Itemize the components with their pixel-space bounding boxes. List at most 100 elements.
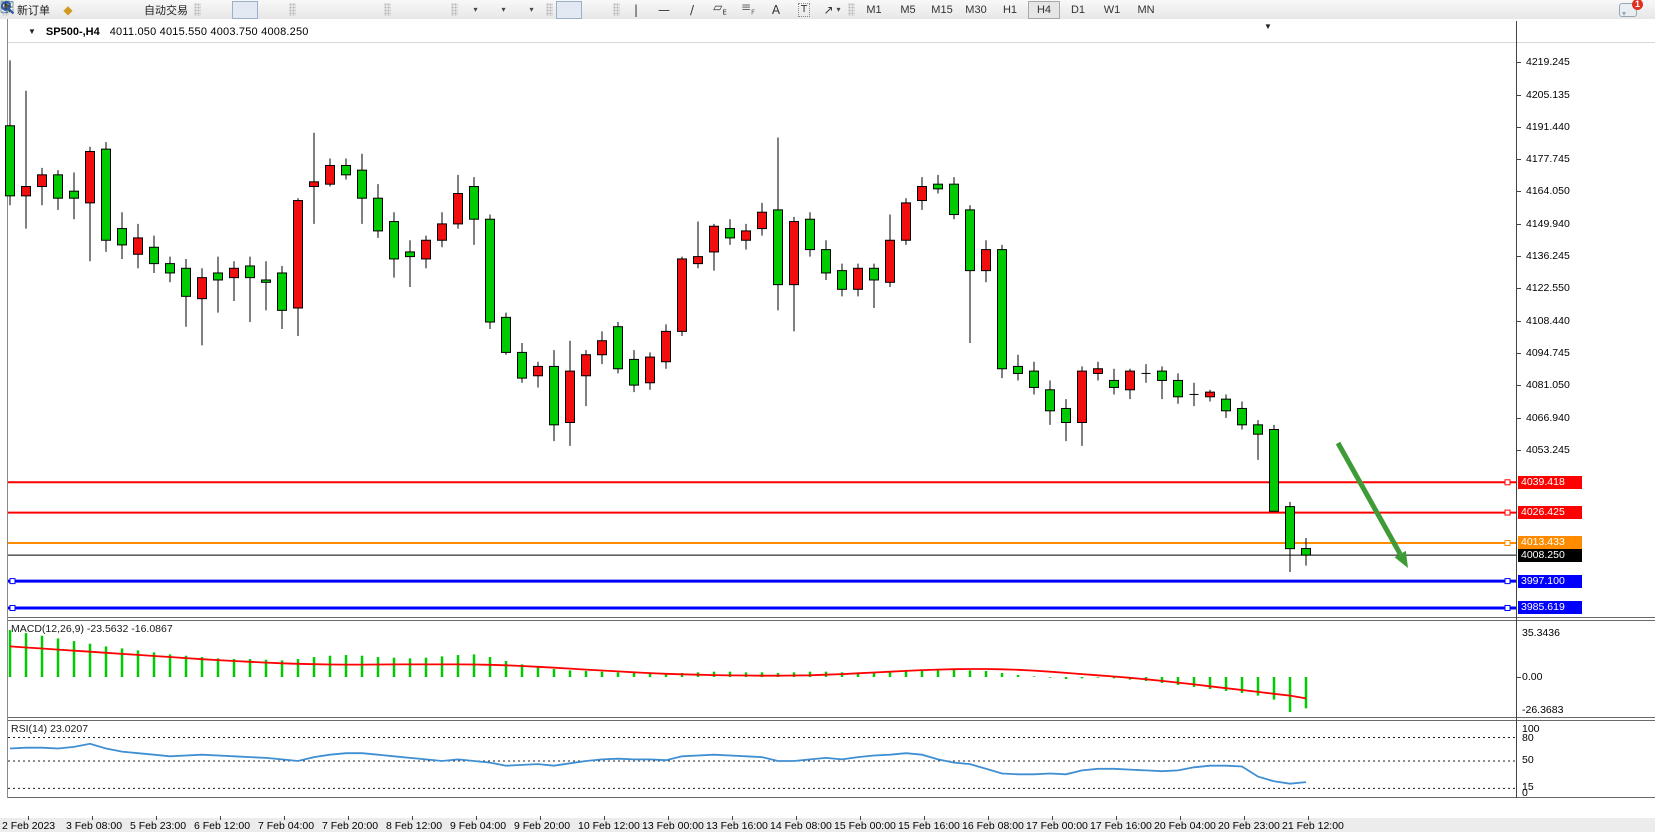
channel-icon: ▱E bbox=[713, 0, 727, 17]
time-axis-tick bbox=[28, 816, 29, 820]
new-order-button-label: 新订单 bbox=[17, 4, 50, 17]
arrows-button[interactable]: ↗ ▾ bbox=[819, 1, 845, 19]
templates-button[interactable]: ▾ bbox=[0, 1, 543, 19]
chevron-down-icon[interactable]: ▾ bbox=[473, 5, 478, 14]
chart-shift-button[interactable] bbox=[1, 1, 448, 19]
timeframe-d1-button[interactable]: D1 bbox=[1070, 3, 1086, 16]
axis-tick bbox=[1516, 159, 1521, 161]
horizontal-line-4026.425[interactable] bbox=[8, 509, 1516, 516]
rsi-axis-label: 15 bbox=[1522, 781, 1534, 793]
toolbar-grip bbox=[384, 3, 391, 16]
candlestick-chart[interactable] bbox=[0, 19, 1655, 818]
candle-18 bbox=[293, 198, 303, 337]
candle-78 bbox=[1253, 420, 1263, 460]
horizontal-line-3997.100[interactable] bbox=[8, 578, 1516, 585]
vertical-line-icon: | bbox=[633, 2, 639, 17]
toolbar-group-pointer bbox=[1, 0, 611, 19]
macd-separator-top[interactable] bbox=[8, 617, 1655, 618]
text-label-button[interactable]: T bbox=[791, 1, 817, 19]
styles-bucket-icon: ◆ bbox=[63, 2, 73, 17]
rsi-separator-bottom bbox=[8, 720, 1655, 721]
search-button[interactable] bbox=[1, 1, 1613, 19]
toolbar-grip bbox=[289, 3, 296, 16]
text-button[interactable]: A bbox=[763, 1, 789, 19]
candle-39 bbox=[629, 350, 639, 393]
toolbar-grip bbox=[451, 3, 458, 16]
time-axis-strip[interactable] bbox=[0, 799, 1655, 818]
candle-23 bbox=[373, 184, 383, 238]
trendline-button[interactable]: / bbox=[679, 1, 705, 19]
toolbar-grip bbox=[848, 3, 855, 16]
horizontal-line-4013.433[interactable] bbox=[8, 540, 1516, 546]
indicators-button[interactable]: ▾ bbox=[0, 0, 487, 19]
price-line-badge: 3985.619 bbox=[1518, 601, 1582, 615]
rsi-separator-top[interactable] bbox=[8, 717, 1655, 718]
horizontal-line-3985.619[interactable] bbox=[8, 605, 1516, 611]
periods-button[interactable]: ▾ bbox=[1, 1, 515, 19]
axis-tick bbox=[1516, 288, 1521, 290]
time-axis-tick bbox=[1052, 816, 1053, 820]
chevron-down-icon[interactable]: ▾ bbox=[529, 5, 534, 14]
chat-button[interactable]: 1 bbox=[1615, 0, 1643, 19]
timeframe-m30-button[interactable]: M30 bbox=[965, 3, 987, 16]
candle-37 bbox=[597, 331, 607, 365]
fibonacci-button[interactable]: ≡F bbox=[735, 1, 761, 19]
timeframe-w1-button[interactable]: W1 bbox=[1103, 3, 1121, 16]
macd-signal-line bbox=[9, 645, 1307, 700]
chart-ohlc-values: 4011.050 4015.550 4003.750 4008.250 bbox=[109, 25, 309, 38]
new-order-button[interactable]: 新订单 bbox=[12, 1, 53, 19]
timeframe-m5-button[interactable]: M5 bbox=[900, 3, 916, 16]
toolbar-grip bbox=[613, 3, 620, 16]
one-click-collapse-icon[interactable]: ▼ bbox=[28, 27, 36, 36]
cursor-button[interactable] bbox=[3, 0, 582, 19]
notification-badge: 1 bbox=[1632, 0, 1643, 10]
signals-button[interactable] bbox=[2, 1, 137, 19]
candle-71 bbox=[1141, 364, 1151, 383]
time-axis-tick bbox=[604, 816, 605, 820]
chevron-down-icon[interactable]: ▾ bbox=[501, 5, 506, 14]
candle-49 bbox=[789, 216, 799, 332]
axis-tick bbox=[1516, 417, 1521, 419]
axis-tick bbox=[1516, 127, 1521, 129]
price-axis-label: 4149.940 bbox=[1526, 218, 1570, 231]
line-chart-button[interactable] bbox=[0, 1, 286, 19]
candle-64 bbox=[1029, 361, 1039, 395]
crosshair-button[interactable] bbox=[1, 1, 610, 19]
chart-window: ▼ SP500-,H4 4011.050 4015.550 4003.750 4… bbox=[0, 19, 1655, 832]
axis-tick bbox=[1516, 384, 1521, 386]
autotrading-button[interactable]: 自动交易 bbox=[0, 1, 191, 19]
timeframe-mn-button[interactable]: MN bbox=[1137, 3, 1155, 16]
price-axis-label: 4108.440 bbox=[1526, 315, 1570, 327]
tile-windows-button[interactable] bbox=[1, 1, 381, 19]
candle-68 bbox=[1093, 361, 1103, 381]
candle-69 bbox=[1109, 368, 1119, 395]
timeframe-m1-button[interactable]: M1 bbox=[866, 3, 882, 16]
chart-shift-marker[interactable]: ▼ bbox=[1264, 22, 1272, 31]
bar-chart-button[interactable] bbox=[2, 1, 230, 19]
candle-63 bbox=[1013, 354, 1023, 381]
candle-22 bbox=[357, 153, 367, 224]
profile-button[interactable] bbox=[1, 1, 109, 19]
time-axis-tick bbox=[1180, 816, 1181, 820]
timeframe-h4-button[interactable]: H4 bbox=[1028, 0, 1060, 19]
timeframe-h1-button[interactable]: H1 bbox=[1002, 3, 1018, 16]
candlestick-button[interactable] bbox=[1, 0, 258, 19]
price-axis-label: 4177.745 bbox=[1526, 153, 1570, 166]
styles-button[interactable]: ◆ bbox=[55, 1, 81, 19]
price-axis-label: 4191.440 bbox=[1526, 121, 1570, 134]
equidistant-channel-button[interactable]: ▱E bbox=[707, 1, 733, 19]
vertical-line-button[interactable]: | bbox=[623, 1, 649, 19]
trend-arrow-annotation[interactable] bbox=[1335, 441, 1408, 568]
zoom-in-button[interactable] bbox=[1, 1, 325, 19]
rsi-axis-label: 0 bbox=[1522, 787, 1528, 799]
horizontal-line-4039.418[interactable] bbox=[8, 479, 1516, 486]
toolbar-group-timeframes: M1 M5 M15 M30 H1 H4 D1 W1 MN bbox=[857, 0, 1163, 19]
chevron-down-icon[interactable]: ▾ bbox=[836, 5, 841, 14]
zoom-out-button[interactable] bbox=[1, 1, 353, 19]
auto-scroll-button[interactable] bbox=[1, 1, 420, 19]
macd-axis-label: 0.00 bbox=[1522, 671, 1543, 683]
timeframe-m15-button[interactable]: M15 bbox=[931, 3, 953, 16]
candle-14 bbox=[229, 261, 239, 301]
horizontal-line-button[interactable]: — bbox=[651, 1, 677, 19]
candle-47 bbox=[757, 202, 767, 236]
